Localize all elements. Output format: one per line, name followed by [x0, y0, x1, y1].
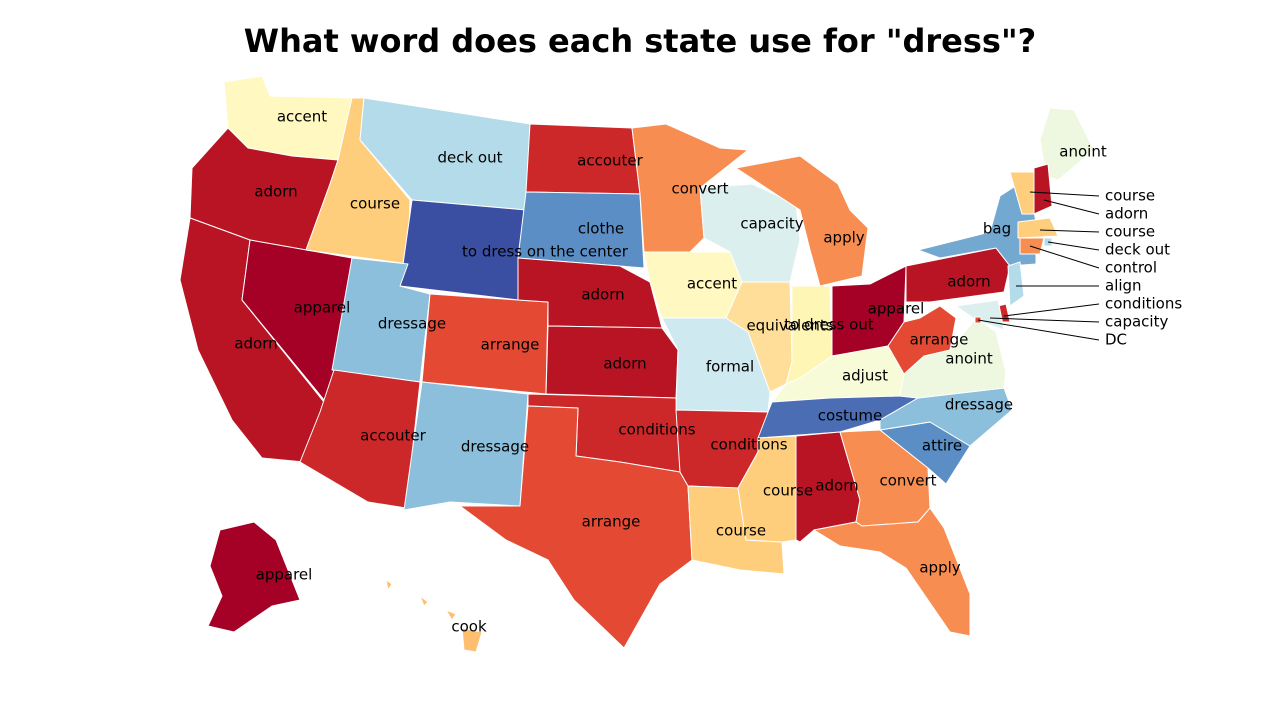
state-shape-ct[interactable] — [1019, 237, 1045, 255]
state-label-tn: costume — [818, 407, 882, 425]
state-shape-mi[interactable] — [735, 155, 869, 287]
state-shapes-layer — [179, 75, 1095, 653]
callout-label-md: capacity — [1105, 313, 1168, 331]
state-shape-il[interactable] — [725, 281, 793, 393]
state-shape-ma[interactable] — [1017, 217, 1059, 239]
callout-leader-de — [1003, 303, 1100, 317]
state-label-wy: to dress on the center — [462, 243, 629, 261]
state-shape-nm[interactable] — [403, 381, 529, 511]
state-label-oh: apparel — [868, 300, 925, 318]
state-label-in: to dress out — [784, 316, 873, 334]
state-label-ks: adorn — [603, 355, 646, 373]
state-label-ar: conditions — [710, 436, 787, 454]
callout-label-dc: DC — [1105, 331, 1127, 349]
state-label-mt: deck out — [437, 149, 502, 167]
state-label-ok: conditions — [618, 421, 695, 439]
state-shape-wv[interactable] — [887, 305, 957, 375]
state-label-wv: arrange — [910, 331, 969, 349]
state-label-co: arrange — [481, 336, 540, 354]
state-label-mn: convert — [671, 180, 728, 198]
state-label-wi: capacity — [740, 215, 803, 233]
state-shape-nj[interactable] — [1007, 261, 1025, 307]
state-label-ne: adorn — [581, 286, 624, 304]
state-label-ny: bag — [983, 220, 1011, 238]
state-label-ky: adjust — [842, 367, 888, 385]
callout-label-ma: course — [1105, 223, 1155, 241]
callout-leader-vt — [1029, 191, 1100, 197]
state-label-me: anoint — [1059, 143, 1107, 161]
state-label-nc: dressage — [945, 396, 1013, 414]
state-label-ga: convert — [879, 472, 936, 490]
state-shape-tx[interactable] — [459, 405, 693, 649]
state-label-tx: arrange — [582, 513, 641, 531]
state-shape-ak[interactable] — [207, 521, 353, 633]
state-label-ms: course — [763, 482, 813, 500]
callout-leader-md — [989, 317, 1100, 323]
state-label-nd: accouter — [577, 152, 643, 170]
state-label-al: adorn — [815, 477, 858, 495]
callout-label-ct: control — [1105, 259, 1157, 277]
callout-label-vt: course — [1105, 187, 1155, 205]
state-label-az: accouter — [360, 427, 426, 445]
callout-leader-ma — [1039, 229, 1100, 233]
state-label-nm: dressage — [461, 438, 529, 456]
state-label-fl: apply — [919, 559, 960, 577]
state-shape-nh[interactable] — [1033, 163, 1053, 215]
state-label-ia: accent — [687, 275, 737, 293]
callout-leader-nh — [1043, 199, 1100, 215]
leader-lines-layer — [977, 191, 1100, 341]
state-label-mi: apply — [823, 229, 864, 247]
callout-leader-ri — [1047, 241, 1100, 251]
state-label-mo: formal — [706, 358, 754, 376]
callout-label-ri: deck out — [1105, 241, 1170, 259]
state-shape-az[interactable] — [299, 369, 421, 509]
state-label-hi: cook — [451, 618, 487, 636]
map-title: What word does each state use for "dress… — [244, 22, 1036, 60]
state-shape-fl[interactable] — [813, 507, 971, 637]
state-label-nv: apparel — [294, 299, 351, 317]
state-labels-layer: accent adorn adorn apparel course deck out to … — [234, 108, 1106, 636]
callout-leader-ct — [1029, 245, 1100, 269]
callout-leader-dc — [977, 319, 1100, 341]
callout-label-nh: adorn — [1105, 205, 1148, 223]
state-label-il: equivalents — [746, 317, 833, 335]
state-label-la: course — [716, 522, 766, 540]
state-shape-sd[interactable] — [517, 191, 645, 269]
state-label-sc: attire — [922, 437, 962, 455]
state-shape-hi[interactable] — [385, 579, 483, 653]
state-label-or: adorn — [254, 183, 297, 201]
callout-label-de: conditions — [1105, 295, 1182, 313]
state-label-ca: adorn — [234, 335, 277, 353]
state-label-va: anoint — [945, 350, 993, 368]
state-label-id: course — [350, 195, 400, 213]
callout-label-nj: align — [1105, 277, 1142, 295]
state-label-ut: dressage — [378, 315, 446, 333]
state-label-pa: adorn — [947, 273, 990, 291]
state-label-sd: clothe — [578, 220, 624, 238]
state-label-ak: apparel — [256, 566, 313, 584]
state-label-wa: accent — [277, 108, 327, 126]
